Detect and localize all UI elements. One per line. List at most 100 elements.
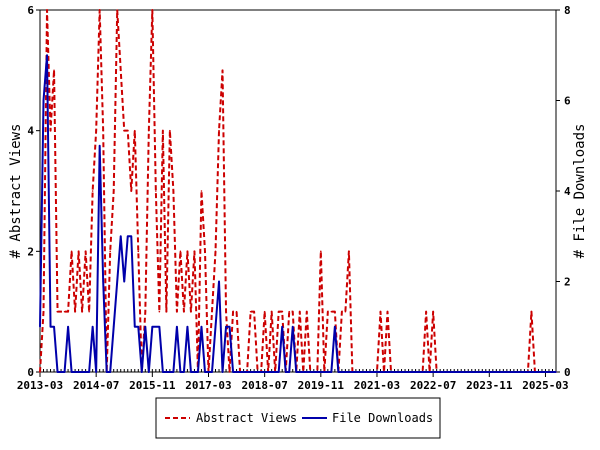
data-point — [133, 129, 136, 132]
y-axis-left: 0 2 4 6 — [27, 4, 40, 379]
data-point — [305, 310, 308, 313]
data-point — [344, 310, 347, 313]
data-point — [95, 129, 97, 132]
data-point — [341, 310, 343, 313]
data-point — [316, 371, 319, 373]
data-point — [169, 129, 171, 132]
y-left-tick-label: 4 — [27, 125, 34, 138]
data-point — [144, 310, 147, 313]
data-point — [169, 371, 171, 373]
data-point — [499, 371, 501, 373]
data-point — [77, 371, 80, 373]
data-point — [165, 310, 168, 313]
y-right-tick-label: 0 — [564, 366, 571, 379]
data-point — [432, 371, 434, 373]
data-point — [358, 371, 361, 373]
data-point — [544, 371, 547, 373]
data-point — [477, 371, 480, 373]
data-point — [162, 129, 164, 132]
series-points-file-downloads — [39, 54, 557, 373]
data-point — [74, 371, 76, 373]
data-point — [344, 371, 347, 373]
data-point — [320, 250, 322, 253]
data-point — [116, 280, 119, 283]
data-point — [84, 371, 87, 373]
data-point — [176, 310, 178, 313]
data-point — [193, 371, 196, 373]
data-point — [320, 371, 322, 373]
data-point — [425, 310, 427, 313]
data-point — [460, 371, 463, 373]
data-point — [46, 54, 48, 57]
data-point — [541, 371, 543, 373]
data-point — [404, 371, 406, 373]
data-point — [369, 371, 371, 373]
data-point — [523, 371, 526, 373]
data-point — [130, 235, 133, 238]
data-point — [53, 325, 55, 328]
x-tick-label: 2022-07 — [410, 379, 456, 392]
data-point — [112, 190, 115, 192]
data-point — [228, 371, 231, 373]
data-point — [91, 325, 94, 328]
data-point — [263, 310, 266, 313]
data-point — [397, 371, 399, 373]
data-point — [355, 371, 357, 373]
data-point — [534, 371, 536, 373]
data-point — [141, 371, 143, 373]
data-point — [270, 371, 273, 373]
data-point — [39, 325, 41, 328]
data-point — [548, 371, 550, 373]
data-point — [305, 371, 308, 373]
data-point — [60, 310, 62, 313]
data-point — [151, 325, 154, 328]
data-point — [442, 371, 445, 373]
data-point — [116, 9, 119, 11]
data-point — [235, 371, 238, 373]
y-right-tick-label: 8 — [564, 4, 571, 17]
y-right-tick-label: 4 — [564, 185, 571, 198]
series-line-file-downloads — [39, 54, 556, 373]
data-point — [88, 371, 90, 373]
data-point — [151, 9, 154, 11]
data-point — [183, 310, 185, 313]
x-tick-label: 2023-11 — [466, 379, 513, 392]
data-point — [186, 250, 189, 253]
data-point — [204, 250, 206, 253]
legend: Abstract Views File Downloads — [155, 397, 441, 439]
data-point — [186, 325, 189, 328]
data-point — [193, 250, 196, 253]
data-point — [260, 371, 262, 373]
data-point — [249, 310, 252, 313]
data-point — [334, 325, 336, 328]
data-point — [126, 235, 129, 238]
data-point — [235, 310, 238, 313]
x-tick-label: 2019-11 — [298, 379, 345, 392]
data-point — [372, 371, 375, 373]
data-point — [197, 371, 199, 373]
data-point — [348, 371, 350, 373]
data-point — [211, 371, 213, 373]
data-point — [337, 371, 340, 373]
data-point — [263, 371, 266, 373]
data-point — [527, 371, 529, 373]
data-point — [506, 371, 508, 373]
data-point — [520, 371, 522, 373]
x-tick-label: 2021-03 — [354, 379, 400, 392]
data-point — [137, 250, 140, 253]
data-point — [555, 371, 557, 373]
data-point — [530, 371, 533, 373]
data-point — [172, 371, 175, 373]
data-point — [119, 235, 122, 238]
data-point — [509, 371, 512, 373]
data-point — [102, 129, 104, 132]
data-point — [376, 371, 378, 373]
data-point — [390, 371, 392, 373]
data-point — [421, 371, 424, 373]
data-point — [327, 371, 329, 373]
data-point — [228, 325, 231, 328]
x-axis: 2013-03 2014-07 2015-11 2017-03 2018-07 2019-… — [17, 369, 569, 392]
data-point — [284, 371, 287, 373]
data-point — [302, 371, 305, 373]
data-point — [277, 371, 280, 373]
